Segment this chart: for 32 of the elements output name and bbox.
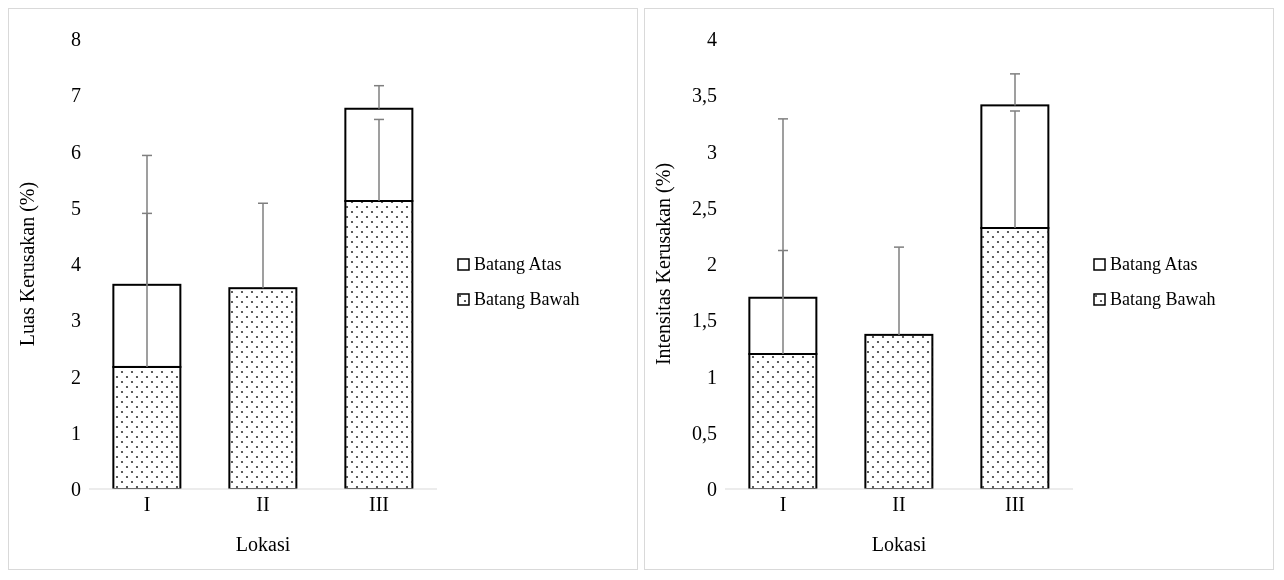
legend-label: Batang Atas [474,254,562,275]
x-tick-label: I [143,493,151,516]
y-tick-label: 3 [71,309,81,332]
x-tick-label: II [892,493,906,516]
legend-label: Batang Bawah [474,289,580,310]
y-tick-label: 7 [71,84,81,107]
y-tick-label: 0 [71,478,81,501]
y-tick-label: 5 [71,196,81,219]
y-tick-label: 3 [707,140,717,163]
x-tick-label: II [256,493,270,516]
y-axis-title: Luas Kerusakan (%) [16,181,40,347]
y-tick-label: 2 [707,253,717,276]
x-tick-label: III [1005,493,1025,516]
y-tick-label: 6 [71,140,81,163]
legend-label: Batang Bawah [1110,289,1216,310]
y-tick-label: 4 [71,253,81,276]
x-tick-label: III [369,493,389,516]
y-tick-label: 1,5 [692,309,717,332]
y-tick-label: 2,5 [692,196,717,219]
y-tick-label: 0,5 [692,421,717,444]
x-axis-title: Lokasi [235,533,291,555]
legend-label: Batang Atas [1110,254,1198,275]
y-tick-label: 1 [707,365,717,388]
y-tick-label: 0 [707,478,717,501]
y-tick-label: 2 [71,365,81,388]
y-tick-label: 3,5 [692,84,717,107]
y-tick-label: 1 [71,421,81,444]
y-axis-title: Intensitas Kerusakan (%) [652,162,676,366]
y-tick-label: 8 [71,28,81,51]
x-tick-label: I [779,493,787,516]
x-axis-title: Lokasi [871,533,927,555]
y-tick-label: 4 [707,28,717,51]
